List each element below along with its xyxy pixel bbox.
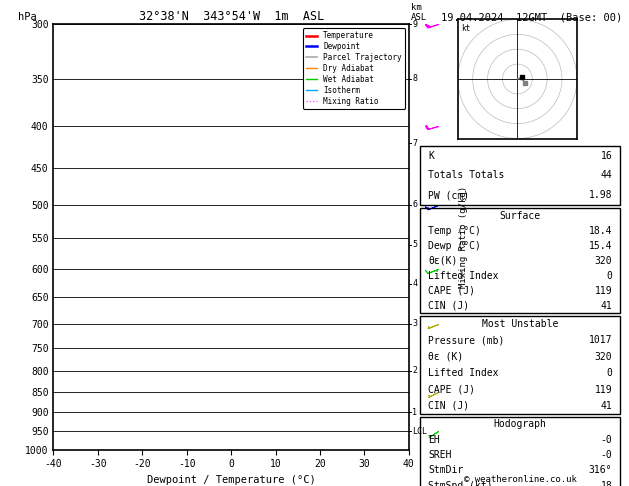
Text: θε(K): θε(K) — [428, 256, 457, 266]
Text: -0: -0 — [601, 434, 612, 445]
Text: Dewp (°C): Dewp (°C) — [428, 241, 481, 251]
Text: 18.4: 18.4 — [589, 226, 612, 236]
Text: 41: 41 — [601, 401, 612, 411]
Text: θε (K): θε (K) — [428, 352, 464, 362]
Text: 16: 16 — [601, 151, 612, 161]
Text: Totals Totals: Totals Totals — [428, 171, 504, 180]
Text: 7: 7 — [413, 139, 418, 148]
Text: 5: 5 — [413, 240, 418, 249]
X-axis label: Dewpoint / Temperature (°C): Dewpoint / Temperature (°C) — [147, 475, 316, 485]
Text: 19.04.2024  12GMT  (Base: 00): 19.04.2024 12GMT (Base: 00) — [441, 12, 622, 22]
Text: CIN (J): CIN (J) — [428, 300, 469, 311]
Text: 119: 119 — [594, 286, 612, 295]
Text: 4: 4 — [413, 279, 418, 288]
Text: 3: 3 — [413, 319, 418, 328]
Text: PW (cm): PW (cm) — [428, 190, 469, 200]
Text: 1: 1 — [413, 408, 418, 417]
Text: K: K — [428, 151, 434, 161]
Text: 1.98: 1.98 — [589, 190, 612, 200]
Text: StmDir: StmDir — [428, 465, 464, 475]
Text: CAPE (J): CAPE (J) — [428, 286, 475, 295]
Text: 316°: 316° — [589, 465, 612, 475]
Text: Lifted Index: Lifted Index — [428, 271, 499, 281]
Text: © weatheronline.co.uk: © weatheronline.co.uk — [464, 474, 577, 484]
Text: 320: 320 — [594, 256, 612, 266]
Text: Mixing Ratio (g/kg): Mixing Ratio (g/kg) — [459, 186, 467, 288]
Text: -0: -0 — [601, 450, 612, 460]
Text: LCL: LCL — [413, 427, 427, 436]
Text: 41: 41 — [601, 300, 612, 311]
Text: 18: 18 — [601, 481, 612, 486]
Text: Temp (°C): Temp (°C) — [428, 226, 481, 236]
Text: 8: 8 — [413, 74, 418, 83]
Text: Surface: Surface — [499, 211, 541, 221]
Text: 320: 320 — [594, 352, 612, 362]
Text: CIN (J): CIN (J) — [428, 401, 469, 411]
Text: 9: 9 — [413, 20, 418, 29]
Text: 2: 2 — [413, 366, 418, 375]
Text: Hodograph: Hodograph — [494, 419, 547, 429]
Text: km
ASL: km ASL — [411, 3, 426, 22]
Legend: Temperature, Dewpoint, Parcel Trajectory, Dry Adiabat, Wet Adiabat, Isotherm, Mi: Temperature, Dewpoint, Parcel Trajectory… — [303, 28, 405, 109]
Text: Pressure (mb): Pressure (mb) — [428, 335, 504, 346]
Text: CAPE (J): CAPE (J) — [428, 384, 475, 395]
Text: Lifted Index: Lifted Index — [428, 368, 499, 378]
Text: 6: 6 — [413, 200, 418, 209]
Text: SREH: SREH — [428, 450, 452, 460]
Text: StmSpd (kt): StmSpd (kt) — [428, 481, 493, 486]
Text: hPa: hPa — [18, 12, 36, 22]
Text: 15.4: 15.4 — [589, 241, 612, 251]
Text: kt: kt — [461, 24, 470, 33]
Title: 32°38'N  343°54'W  1m  ASL: 32°38'N 343°54'W 1m ASL — [138, 10, 324, 23]
Text: EH: EH — [428, 434, 440, 445]
Text: 119: 119 — [594, 384, 612, 395]
Text: 1017: 1017 — [589, 335, 612, 346]
Text: 0: 0 — [606, 368, 612, 378]
Text: 44: 44 — [601, 171, 612, 180]
Text: 0: 0 — [606, 271, 612, 281]
Text: Most Unstable: Most Unstable — [482, 319, 559, 329]
